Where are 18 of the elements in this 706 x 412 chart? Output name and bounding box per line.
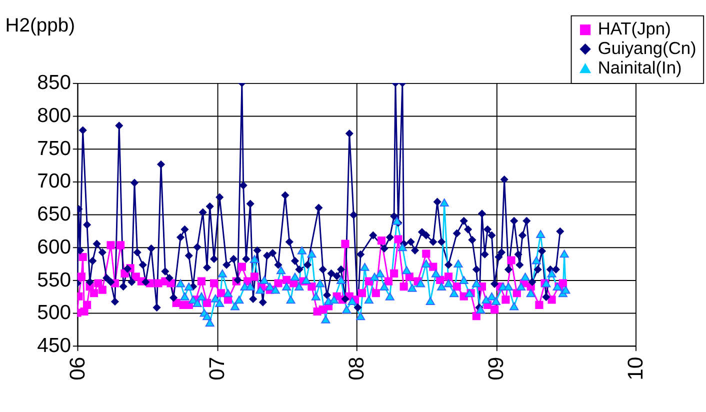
y-axis-title: H2(ppb) (5, 15, 76, 36)
legend-label: Nainital(In) (598, 57, 682, 78)
y-tick-label: 650 (37, 204, 71, 226)
x-tick-label: 08 (344, 356, 369, 380)
x-tick-label: 06 (66, 356, 90, 380)
y-tick-label: 500 (37, 302, 71, 324)
y-tick-label: 750 (37, 138, 71, 160)
y-tick-label: 450 (37, 334, 71, 357)
y-tick-label: 600 (37, 236, 71, 258)
y-tick-label: 800 (37, 105, 71, 128)
legend-label: HAT(Jpn) (598, 18, 671, 39)
legend-label: Guiyang(Cn) (598, 38, 696, 58)
y-tick-label: 700 (37, 170, 71, 193)
x-tick-label: 09 (484, 356, 508, 380)
x-tick-label: 10 (624, 356, 648, 380)
x-tick-label: 07 (205, 356, 230, 380)
y-tick-label: 850 (37, 72, 71, 94)
y-tick-label: 550 (37, 269, 71, 292)
